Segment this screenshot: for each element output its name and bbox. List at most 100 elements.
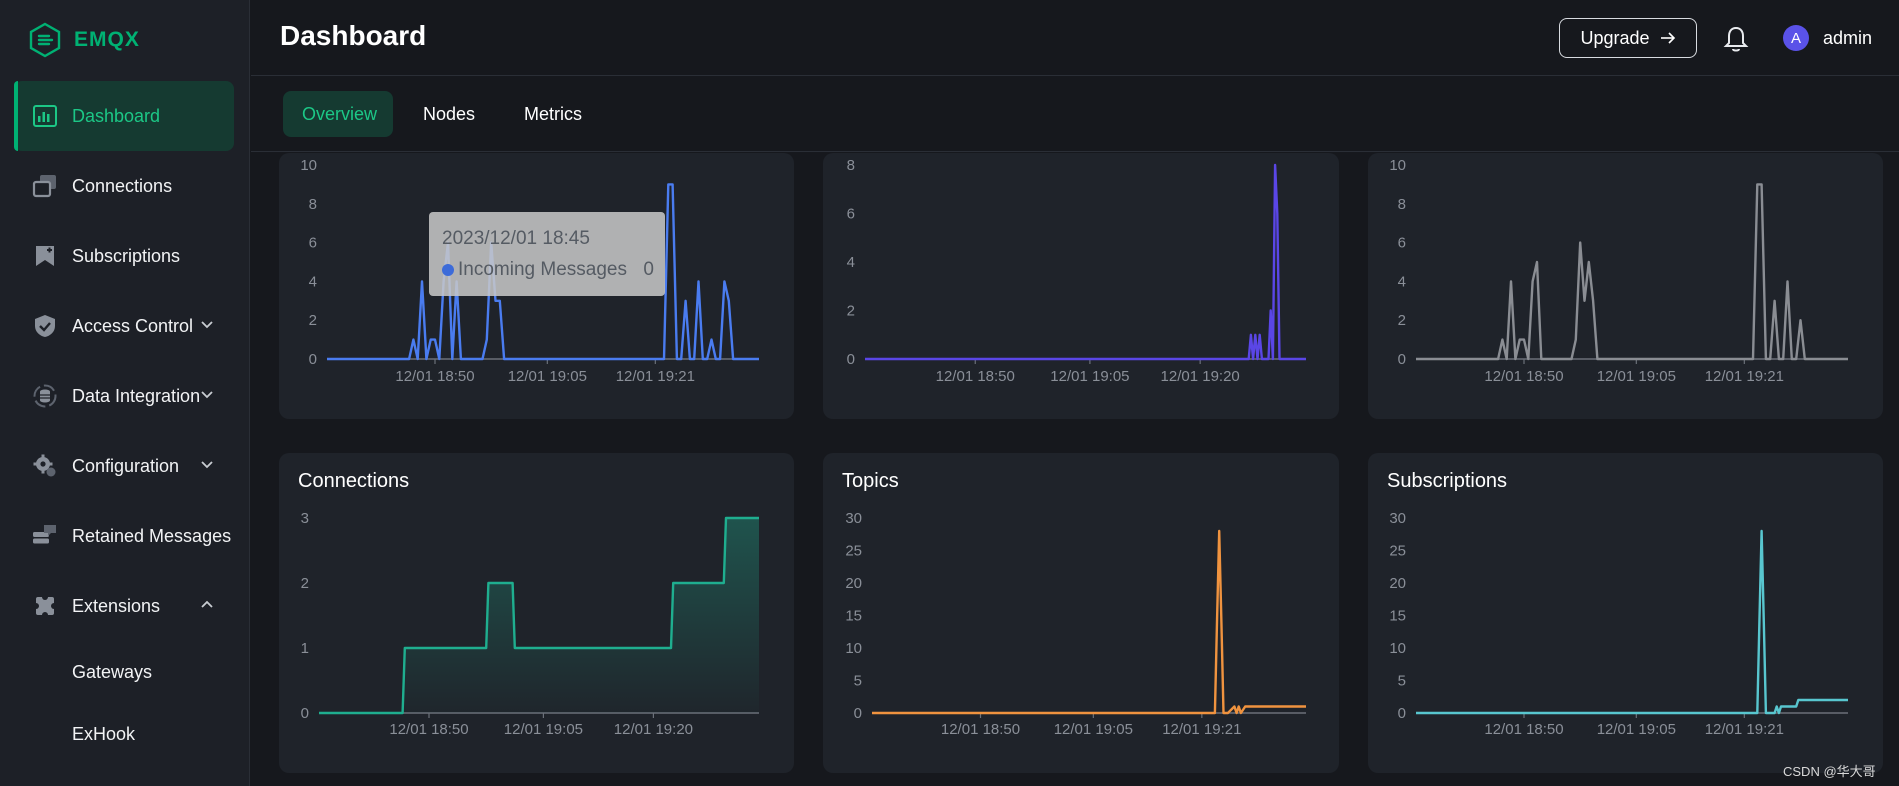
- tab-overview[interactable]: Overview: [283, 91, 393, 137]
- app-logo[interactable]: EMQX: [28, 20, 140, 60]
- subscriptions-chart[interactable]: 0 5 10 15 20 25 30 12/01 18:50 12/01 19:05 12/01 …: [1368, 453, 1883, 773]
- chart-card-subscriptions: Subscriptions 0 5 10 15 20 25 30 12/01 18:50 12/…: [1368, 453, 1883, 773]
- y-tick-label: 0: [854, 705, 862, 722]
- y-tick-label: 0: [301, 705, 309, 722]
- y-tick-label: 4: [847, 254, 855, 271]
- chart-title: Subscriptions: [1387, 470, 1508, 492]
- chart-card-outgoing-messages: 0 2 4 6 8 12/01 18:50 12/01 19:05 12/01 19:20: [823, 153, 1339, 419]
- sidebar-item-label: Extensions: [72, 595, 161, 616]
- bar-chart-icon: [32, 103, 58, 129]
- sidebar-item-data-integration[interactable]: Data Integration: [14, 361, 234, 431]
- y-tick-label: 4: [1398, 273, 1406, 290]
- sidebar-subitem-gateways[interactable]: Gateways: [72, 661, 153, 682]
- x-tick-label: 12/01 19:05: [1050, 368, 1129, 385]
- dropped-messages-chart[interactable]: 0 2 4 6 8 10 12/01 18:50 12/01 19:05 12/01 19:21: [1368, 153, 1883, 419]
- x-tick-label: 12/01 18:50: [1484, 368, 1563, 385]
- y-tick-label: 4: [309, 273, 317, 290]
- x-tick-label: 12/01 18:50: [389, 721, 468, 738]
- tooltip-row: Incoming Messages 0: [442, 259, 654, 281]
- series-line: [319, 516, 759, 715]
- y-tick-label: 15: [845, 608, 862, 625]
- incoming-messages-chart[interactable]: 0 2 4 6 8 10 12/01 18:50 12/01 19:05 12/01 19:21: [279, 153, 794, 419]
- avatar: A: [1783, 25, 1809, 51]
- sidebar-item-label: Dashboard: [72, 105, 161, 126]
- sidebar-subitem-exhook[interactable]: ExHook: [72, 723, 136, 744]
- tab-metrics[interactable]: Metrics: [524, 103, 582, 124]
- chevron-up-icon: [201, 600, 213, 608]
- gear-icon: [32, 453, 58, 479]
- topics-chart[interactable]: 0 5 10 15 20 25 30 12/01 18:50 12/01 19:05 12/01 …: [823, 453, 1339, 773]
- y-tick-label: 2: [1398, 312, 1406, 329]
- y-tick-label: 6: [309, 235, 317, 252]
- y-tick-label: 1: [301, 640, 309, 657]
- y-tick-label: 20: [1389, 575, 1406, 592]
- series-line: [327, 183, 759, 361]
- series-dot-icon: [442, 264, 454, 276]
- tab-nodes[interactable]: Nodes: [423, 103, 476, 124]
- upgrade-button[interactable]: Upgrade: [1559, 18, 1697, 58]
- sidebar-item-label: Subscriptions: [72, 245, 181, 266]
- y-tick-label: 25: [845, 543, 862, 560]
- x-tick-label: 12/01 18:50: [936, 368, 1015, 385]
- chat-icon: [32, 523, 58, 549]
- sidebar-item-label: Connections: [72, 175, 173, 196]
- connections-chart[interactable]: 0 1 2 3 12/01 18:50 12/01 19:05 12/01 19:20: [279, 453, 794, 773]
- sidebar-item-configuration[interactable]: Configuration: [14, 431, 234, 501]
- tabs-bar: Overview Nodes Metrics: [251, 77, 1899, 152]
- sidebar-item-label: Configuration: [72, 455, 180, 476]
- x-tick-label: 12/01 19:05: [1597, 721, 1676, 738]
- user-menu[interactable]: A admin: [1783, 25, 1872, 51]
- series-line: [1416, 529, 1848, 715]
- x-tick-label: 12/01 19:05: [1054, 721, 1133, 738]
- y-tick-label: 0: [847, 351, 855, 368]
- y-tick-label: 8: [309, 196, 317, 213]
- sidebar-item-label: Retained Messages: [72, 525, 232, 546]
- series-line: [1416, 183, 1848, 361]
- sidebar: EMQX Dashboard Connections Subscriptions…: [0, 0, 250, 786]
- bell-icon[interactable]: [1723, 25, 1749, 53]
- series-line: [872, 529, 1306, 715]
- sidebar-item-dashboard[interactable]: Dashboard: [14, 81, 234, 151]
- x-tick-label: 12/01 19:21: [1705, 368, 1784, 385]
- x-tick-label: 12/01 18:50: [1484, 721, 1563, 738]
- chart-card-topics: Topics 0 5 10 15 20 25 30 12/01 18:50 12/01 19:0…: [823, 453, 1339, 773]
- arrow-right-icon: [1660, 32, 1675, 44]
- sidebar-item-retained-messages[interactable]: Retained Messages: [14, 501, 234, 571]
- y-tick-label: 10: [1389, 640, 1406, 657]
- x-tick-label: 12/01 19:05: [508, 368, 587, 385]
- y-tick-label: 30: [845, 510, 862, 527]
- y-tick-label: 2: [309, 312, 317, 329]
- sidebar-item-access-control[interactable]: Access Control: [14, 291, 234, 361]
- tooltip-time: 2023/12/01 18:45: [442, 228, 590, 249]
- outgoing-messages-chart[interactable]: 0 2 4 6 8 12/01 18:50 12/01 19:05 12/01 19:20: [823, 153, 1339, 419]
- sidebar-item-connections[interactable]: Connections: [14, 151, 234, 221]
- y-tick-label: 10: [300, 157, 317, 174]
- chevron-down-icon: [201, 321, 213, 329]
- y-tick-label: 5: [854, 673, 862, 690]
- y-tick-label: 0: [309, 351, 317, 368]
- y-tick-label: 25: [1389, 543, 1406, 560]
- sidebar-item-extensions[interactable]: Extensions: [14, 571, 234, 641]
- chart-title: Topics: [842, 470, 899, 492]
- chevron-down-icon: [201, 461, 213, 469]
- x-tick-label: 12/01 19:05: [504, 721, 583, 738]
- chart-card-connections: Connections 0 1 2 3 12/01 18:50 12/01 19:05 12…: [279, 453, 794, 773]
- tooltip-series-name: Incoming Messages: [458, 259, 627, 280]
- chart-title: Connections: [298, 470, 410, 492]
- sidebar-item-subscriptions[interactable]: Subscriptions: [14, 221, 234, 291]
- x-tick-label: 12/01 19:21: [616, 368, 695, 385]
- tooltip-value: 0: [643, 259, 654, 280]
- top-header: Dashboard Upgrade A admin: [251, 0, 1899, 76]
- chevron-down-icon: [201, 391, 213, 399]
- app-name: EMQX: [74, 28, 140, 51]
- series-line: [865, 163, 1306, 361]
- x-tick-label: 12/01 19:05: [1597, 368, 1676, 385]
- shield-icon: [32, 313, 58, 339]
- y-tick-label: 3: [301, 510, 309, 527]
- x-tick-label: 12/01 19:21: [1162, 721, 1241, 738]
- y-tick-label: 10: [1389, 157, 1406, 174]
- page-title: Dashboard: [280, 20, 427, 51]
- emqx-logo-icon: [29, 22, 61, 58]
- y-tick-label: 0: [1398, 351, 1406, 368]
- y-tick-label: 15: [1389, 608, 1406, 625]
